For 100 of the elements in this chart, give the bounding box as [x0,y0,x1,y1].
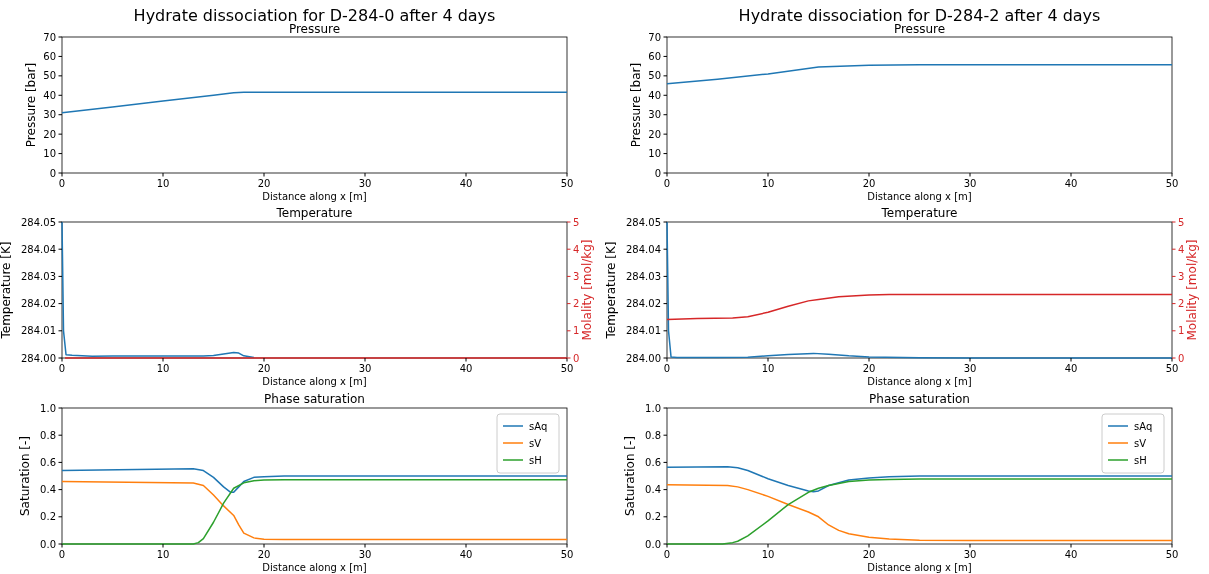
x-tick-label: 50 [560,549,574,560]
x-tick-label: 50 [560,363,574,374]
chart-title: Hydrate dissociation for D-284-2 after 4 days [738,6,1101,25]
x-tick-label: 30 [358,363,372,374]
y-tick-label: 284.03 [21,270,56,282]
x-tick-label: 10 [156,178,170,189]
x-tick-label: 0 [58,363,66,374]
y-tick-label: 0.4 [645,484,661,496]
y-tick-label: 0.2 [645,511,661,523]
x-tick-label: 20 [257,178,271,189]
y-tick-label: 0.4 [40,484,56,496]
legend-label: sAq [1134,421,1153,432]
x-tick-label: 10 [761,178,775,189]
y-tick-label: 284.04 [626,243,661,255]
y-tick-label: 284.02 [626,298,661,310]
y-tick-label: 284.05 [21,216,56,228]
x-tick-label: 40 [1064,549,1078,560]
y-tick-label: 0.8 [40,429,56,441]
chart-title: Phase saturation [869,392,970,406]
y-tick-label: 284.05 [626,216,661,228]
y2-tick-label: 0 [1178,352,1185,364]
y-tick-label: 0.2 [40,511,56,523]
y-tick-label: 0 [654,167,661,179]
x-tick-label: 40 [1064,178,1078,189]
y-axis-title: Pressure [bar] [629,62,644,148]
y-tick-label: 0.0 [645,538,661,550]
x-tick-label: 20 [862,549,876,560]
x-axis-title: Distance along x [m] [262,376,367,387]
x-tick-label: 0 [663,549,671,560]
y-tick-label: 1.0 [645,402,661,414]
y2-tick-label: 5 [573,216,580,228]
y-axis-title: Temperature [K] [0,241,13,340]
y2-tick-label: 5 [1178,216,1185,228]
line-series [666,64,1173,85]
x-tick-label: 40 [459,549,473,560]
line-series [666,466,1173,493]
chart-subtitle: Pressure [288,22,341,36]
x-tick-label: 30 [963,549,977,560]
y-tick-label: 30 [648,109,661,121]
legend-label: sH [1134,455,1147,466]
y-tick-label: 284.03 [626,270,661,282]
chart-title: Phase saturation [264,392,365,406]
x-tick-label: 50 [560,178,574,189]
y-tick-label: 0 [49,167,56,179]
y-tick-label: 0.6 [645,456,661,468]
x-tick-label: 0 [663,178,671,189]
x-axis-title: Distance along x [m] [262,191,367,202]
y-axis-title: Saturation [-] [17,435,32,517]
x-tick-label: 10 [761,363,775,374]
chart-subtitle: Pressure [893,22,946,36]
y-tick-label: 0.8 [645,429,661,441]
y2-axis-title: Molality [mol/kg] [1185,239,1199,341]
line-series [61,468,568,494]
legend-label: sH [529,455,542,466]
line-series [666,221,1173,359]
x-tick-label: 30 [358,549,372,560]
y-axis-title: Pressure [bar] [24,62,39,148]
y-tick-label: 0.0 [40,538,56,550]
y-tick-label: 40 [43,89,56,101]
x-tick-label: 30 [963,178,977,189]
chart-title: Temperature [880,206,958,220]
x-tick-label: 0 [58,549,66,560]
x-tick-label: 20 [862,363,876,374]
y2-tick-label: 2 [573,298,580,310]
x-tick-label: 20 [862,178,876,189]
x-tick-label: 30 [963,363,977,374]
y-tick-label: 20 [648,128,661,140]
x-tick-label: 40 [459,178,473,189]
x-axis-title: Distance along x [m] [262,562,367,573]
y2-tick-label: 3 [1178,270,1185,282]
y-tick-label: 50 [648,70,661,82]
x-axis-title: Distance along x [m] [867,562,972,573]
x-tick-label: 0 [663,363,671,374]
y-tick-label: 70 [43,31,56,43]
y2-tick-label: 1 [1178,325,1185,337]
x-tick-label: 20 [257,549,271,560]
legend-label: sV [529,438,542,449]
y-tick-label: 10 [648,148,661,160]
x-axis-title: Distance along x [m] [867,191,972,202]
line-series [61,91,568,114]
y2-tick-label: 2 [1178,298,1185,310]
y-tick-label: 284.04 [21,243,56,255]
y-tick-label: 20 [43,128,56,140]
x-tick-label: 30 [358,178,372,189]
x-tick-label: 40 [459,363,473,374]
line-series [61,221,255,359]
x-tick-label: 0 [58,178,66,189]
y2-tick-label: 4 [573,243,580,255]
x-tick-label: 50 [1165,549,1179,560]
y-tick-label: 50 [43,70,56,82]
legend-label: sV [1134,438,1147,449]
x-tick-label: 40 [1064,363,1078,374]
y-tick-label: 30 [43,109,56,121]
y-tick-label: 284.00 [626,352,661,364]
y-tick-label: 60 [648,50,661,62]
y-tick-label: 284.02 [21,298,56,310]
y-tick-label: 60 [43,50,56,62]
x-tick-label: 10 [156,549,170,560]
y-tick-label: 284.01 [21,325,56,337]
y-axis-title: Temperature [K] [603,241,618,340]
